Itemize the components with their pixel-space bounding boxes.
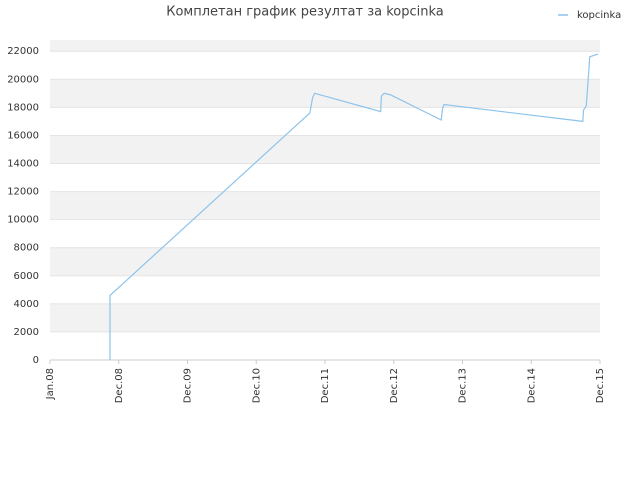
y-tick-label: 10000 [7,215,39,226]
legend-label: kopcinka [577,10,621,21]
y-tick-label: 14000 [7,159,39,170]
y-tick-label: 6000 [14,271,39,282]
x-tick-label: Dec.12 [389,368,400,403]
y-tick-label: 20000 [7,74,39,85]
y-tick-label: 0 [33,355,39,366]
band [50,40,600,52]
y-tick-label: 4000 [14,299,39,310]
x-tick-label: Dec.11 [320,368,331,403]
y-tick-label: 22000 [7,46,39,57]
y-tick-label: 12000 [7,187,39,198]
band [50,191,600,220]
band [50,79,600,108]
band [50,303,600,332]
x-tick-label: Dec.13 [458,368,469,403]
y-tick-label: 8000 [14,243,39,254]
x-tick-label: Dec.08 [114,368,125,403]
x-tick-label: Dec.15 [595,368,606,403]
y-tick-label: 16000 [7,130,39,141]
series-line [109,53,599,360]
band [50,135,600,164]
band [50,247,600,276]
x-tick-label: Dec.10 [251,368,262,403]
chart-title: Комплетан график резултат за kopcinka [166,5,444,20]
y-tick-label: 2000 [14,327,39,338]
x-tick-label: Jan.08 [45,368,56,400]
x-tick-label: Dec.14 [526,368,537,403]
y-tick-label: 18000 [7,102,39,113]
x-tick-label: Dec.09 [183,368,194,403]
